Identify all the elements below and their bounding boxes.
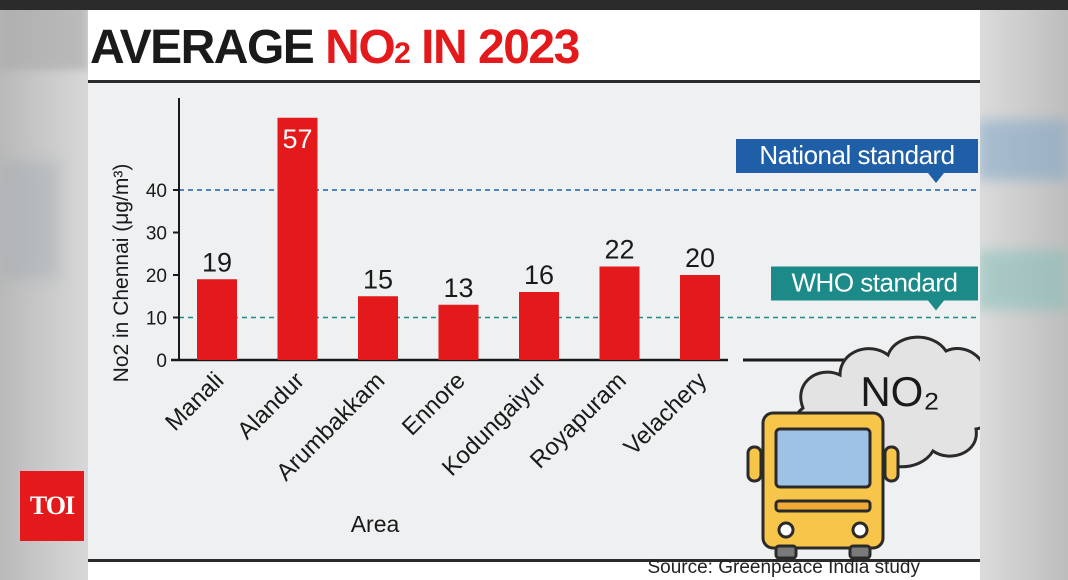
bar	[519, 292, 559, 360]
toi-logo: TOI	[20, 471, 84, 541]
bus-icon	[746, 411, 900, 559]
y-tick-label: 0	[156, 351, 167, 372]
y-axis-title: No2 in Chennai (μg/m³)	[110, 164, 133, 383]
category-label: Velachery	[619, 367, 713, 461]
top-bar	[0, 0, 1068, 10]
background-blur	[0, 160, 60, 280]
pollution-illustration: NO₂	[743, 335, 980, 559]
background-blur	[0, 0, 88, 70]
infographic-card: AVERAGE NO2 IN 2023 National standard WHO…	[88, 10, 980, 580]
reference-lines: National standard WHO standard	[179, 139, 980, 319]
y-tick-label: 20	[146, 266, 167, 287]
bar	[438, 304, 479, 360]
reference-label: National standard	[759, 140, 954, 170]
y-tick-label: 30	[146, 224, 167, 245]
category-label: Alandur	[232, 367, 310, 445]
bar-value-label: 57	[282, 124, 312, 154]
reference-label-box	[736, 139, 978, 173]
category-label: Manali	[160, 367, 229, 436]
bar	[277, 117, 318, 360]
x-axis-title: Area	[351, 511, 400, 537]
bar-value-label: 15	[363, 264, 393, 294]
source-note: Source: Greenpeace India study	[647, 557, 920, 578]
background-blur	[978, 250, 1068, 310]
category-label: Ennore	[397, 367, 471, 441]
bar-value-label: 19	[202, 247, 232, 277]
y-tick-label: 10	[146, 309, 167, 330]
bar-value-label: 20	[685, 243, 715, 273]
reference-label-box	[771, 266, 978, 301]
bar-value-label: 16	[524, 260, 554, 290]
title-subscript: 2	[394, 37, 411, 70]
bar	[197, 279, 237, 360]
bar	[680, 275, 720, 360]
toi-logo-text: TOI	[29, 491, 75, 520]
reference-label-pointer	[928, 173, 944, 183]
bar	[599, 266, 640, 360]
chart-frame: National standard WHO standard 0 10 20 30 40 …	[88, 80, 980, 562]
background-blur	[978, 120, 1068, 180]
title-part-3: IN 2023	[409, 21, 580, 74]
chart-title: AVERAGE NO2 IN 2023	[90, 21, 580, 74]
bars	[197, 117, 720, 360]
title-part-1: AVERAGE	[90, 21, 326, 74]
bar-value-label: 13	[443, 273, 473, 303]
title-part-2: NO	[325, 21, 396, 74]
bar	[358, 296, 398, 360]
reference-label: WHO standard	[792, 268, 958, 298]
y-tick-label: 40	[146, 181, 167, 202]
bar-value-label: 22	[604, 235, 634, 265]
reference-label-pointer	[928, 300, 944, 311]
cloud-label: NO₂	[860, 368, 939, 415]
